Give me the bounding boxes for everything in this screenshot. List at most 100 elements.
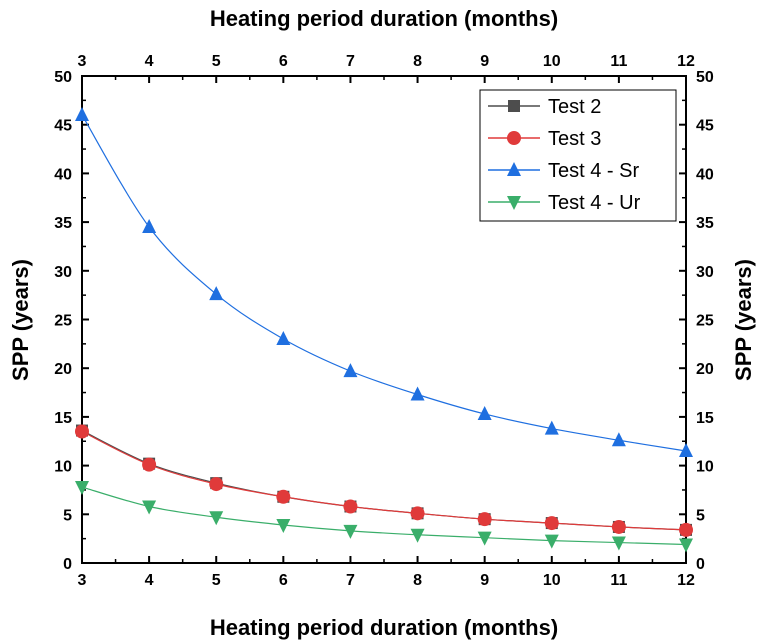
y-tick-label-right: 50 [696, 69, 714, 86]
y-tick-label-right: 45 [696, 118, 714, 135]
series-line [81, 429, 687, 531]
data-point [276, 330, 291, 345]
y-axis-title-right: SPP (years) [731, 259, 756, 381]
x-tick-label-bottom: 3 [78, 572, 87, 589]
y-tick-label-left: 30 [54, 264, 72, 281]
legend-entry: Test 4 - Ur [488, 192, 641, 214]
data-point [679, 522, 693, 537]
y-tick-label-left: 35 [54, 215, 72, 232]
y-tick-label-right: 15 [696, 410, 714, 427]
y-tick-label-left: 40 [54, 166, 72, 183]
y-tick-label-left: 20 [54, 361, 72, 378]
y-tick-label-right: 20 [696, 361, 714, 378]
data-point [75, 481, 89, 496]
data-point [477, 512, 492, 527]
data-point [679, 442, 693, 457]
series-layer [75, 106, 693, 553]
x-tick-label-bottom: 4 [145, 572, 154, 589]
series-line [81, 486, 687, 546]
y-tick-label-right: 35 [696, 215, 714, 232]
x-tick-label-top: 8 [413, 53, 422, 70]
legend-marker [507, 196, 521, 210]
data-point [410, 386, 425, 401]
data-point [75, 106, 89, 121]
x-tick-label-top: 12 [677, 53, 695, 70]
x-tick-label-top: 6 [279, 53, 288, 70]
legend-marker [507, 162, 521, 176]
y-tick-label-right: 5 [696, 507, 705, 524]
data-point [477, 405, 492, 420]
y-tick-label-right: 0 [696, 556, 705, 573]
series-2 [75, 106, 693, 457]
data-point [75, 424, 89, 439]
data-point [544, 420, 559, 435]
y-tick-label-left: 5 [63, 507, 72, 524]
y-tick-label-left: 45 [54, 118, 72, 135]
y-tick-label-left: 10 [54, 459, 72, 476]
legend: Test 2 Test 3 Test 4 - Sr Test 4 - Ur [479, 89, 677, 222]
data-point [477, 531, 492, 546]
x-tick-label-bottom: 10 [543, 572, 561, 589]
y-tick-label-left: 25 [54, 313, 72, 330]
data-point [343, 499, 358, 514]
data-point [142, 457, 157, 472]
y-tick-label-left: 0 [63, 556, 72, 573]
legend-label: Test 4 - Ur [548, 192, 641, 214]
data-point [209, 511, 224, 526]
x-axis-title-bottom: Heating period duration (months) [210, 615, 558, 640]
series-line [81, 114, 687, 452]
legend-marker [507, 131, 521, 145]
data-point [410, 506, 425, 521]
x-tick-label-bottom: 9 [480, 572, 489, 589]
x-tick-label-bottom: 11 [610, 572, 627, 589]
x-tick-label-bottom: 7 [346, 572, 355, 589]
x-tick-label-top: 5 [212, 53, 221, 70]
x-axis-title-top: Heating period duration (months) [210, 6, 558, 31]
legend-entry: Test 2 [488, 96, 601, 118]
y-tick-label-right: 25 [696, 313, 714, 330]
series-3 [75, 481, 693, 553]
data-point [544, 534, 559, 549]
data-point [611, 432, 626, 447]
data-point [611, 519, 626, 534]
data-point [679, 538, 693, 553]
legend-label: Test 2 [548, 96, 601, 118]
series-1 [75, 424, 693, 537]
data-point [209, 286, 224, 301]
data-point [410, 528, 425, 543]
x-tick-label-top: 11 [610, 53, 627, 70]
legend-entry: Test 3 [488, 128, 601, 150]
legend-entry: Test 4 - Sr [488, 160, 639, 182]
y-tick-label-right: 10 [696, 459, 714, 476]
x-tick-label-top: 10 [543, 53, 561, 70]
y-tick-label-left: 15 [54, 410, 72, 427]
data-point [544, 516, 559, 531]
legend-marker [508, 100, 520, 112]
legend-label: Test 3 [548, 128, 601, 150]
x-tick-label-bottom: 5 [212, 572, 221, 589]
series-line [81, 430, 687, 531]
y-tick-label-right: 40 [696, 166, 714, 183]
x-tick-label-top: 3 [78, 53, 87, 70]
data-point [209, 477, 224, 492]
x-tick-label-bottom: 8 [413, 572, 422, 589]
data-point [343, 524, 358, 539]
y-tick-label-left: 50 [54, 69, 72, 86]
x-tick-label-bottom: 12 [677, 572, 695, 589]
data-point [142, 500, 157, 515]
x-tick-label-top: 4 [145, 53, 154, 70]
series-0 [76, 424, 692, 536]
x-tick-label-top: 9 [480, 53, 489, 70]
axis-ticks [81, 75, 687, 564]
y-axis-title-left: SPP (years) [8, 259, 33, 381]
x-tick-label-top: 7 [346, 53, 355, 70]
data-point [343, 363, 358, 378]
data-point [611, 536, 626, 551]
data-point [142, 218, 157, 233]
data-point [276, 519, 291, 534]
legend-label: Test 4 - Sr [548, 160, 639, 182]
data-point [276, 489, 291, 504]
x-tick-label-bottom: 6 [279, 572, 288, 589]
